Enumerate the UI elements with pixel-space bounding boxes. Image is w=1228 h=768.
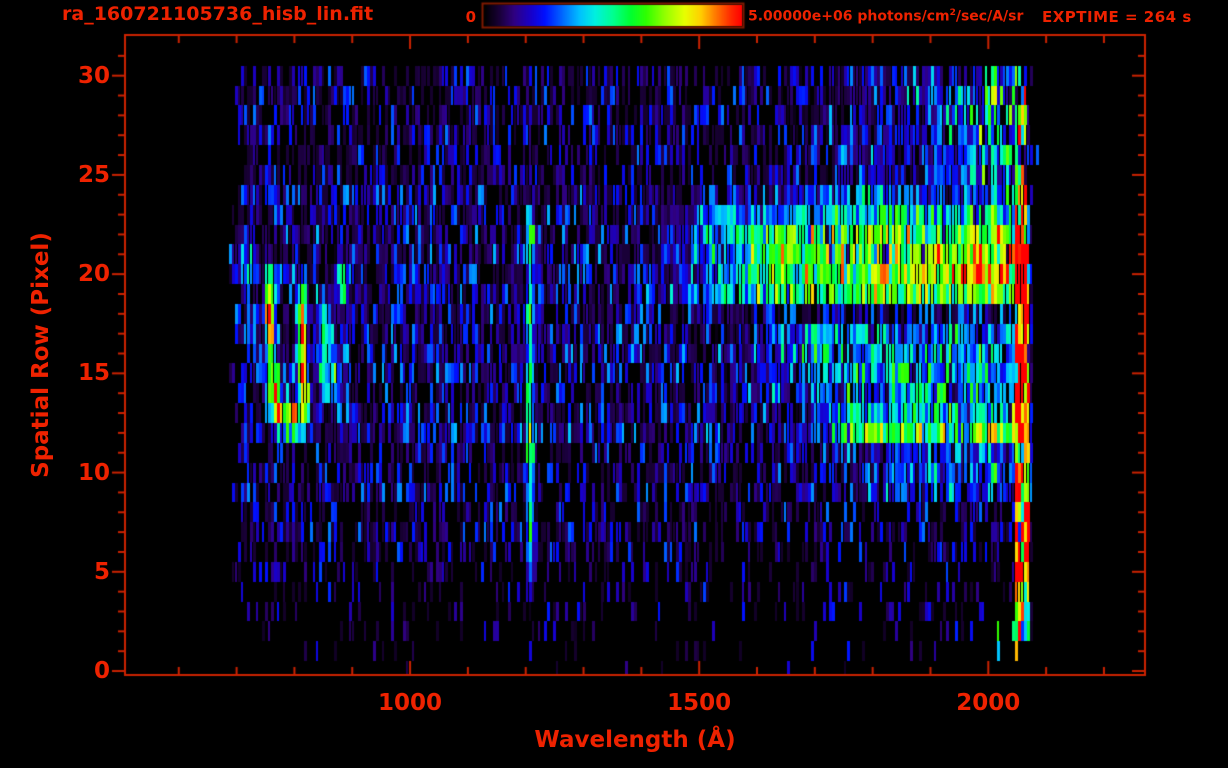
colorbar-max-value: 5.00000e+06 xyxy=(748,8,853,25)
x-tick-label-1000: 1000 xyxy=(378,690,443,716)
exptime-label: EXPTIME = 264 s xyxy=(1042,8,1192,26)
x-axis-title: Wavelength (Å) xyxy=(534,727,736,753)
y-tick-label-25: 25 xyxy=(77,161,110,188)
y-tick-label-5: 5 xyxy=(93,558,110,585)
x-tick-label-1500: 1500 xyxy=(667,690,732,716)
colorbar-min-label: 0 xyxy=(465,8,476,26)
y-tick-label-20: 20 xyxy=(77,261,110,288)
colorbar-caption: 5.00000e+06 photons/cm2/sec/A/sr xyxy=(748,8,1023,25)
colorbar-unit-superscript: 2 xyxy=(949,8,956,18)
y-axis-title: Spatial Row (Pixel) xyxy=(28,232,54,478)
y-tick-label-10: 10 xyxy=(77,459,110,486)
colorbar-unit-prefix: photons/cm xyxy=(852,8,950,25)
colorbar-unit-suffix: /sec/A/sr xyxy=(955,8,1024,25)
y-tick-label-30: 30 xyxy=(77,62,110,89)
y-tick-label-0: 0 xyxy=(93,658,110,685)
x-tick-label-2000: 2000 xyxy=(956,690,1021,716)
filename-title: ra_160721105736_hisb_lin.fit xyxy=(62,3,374,25)
y-tick-label-15: 15 xyxy=(77,360,110,387)
